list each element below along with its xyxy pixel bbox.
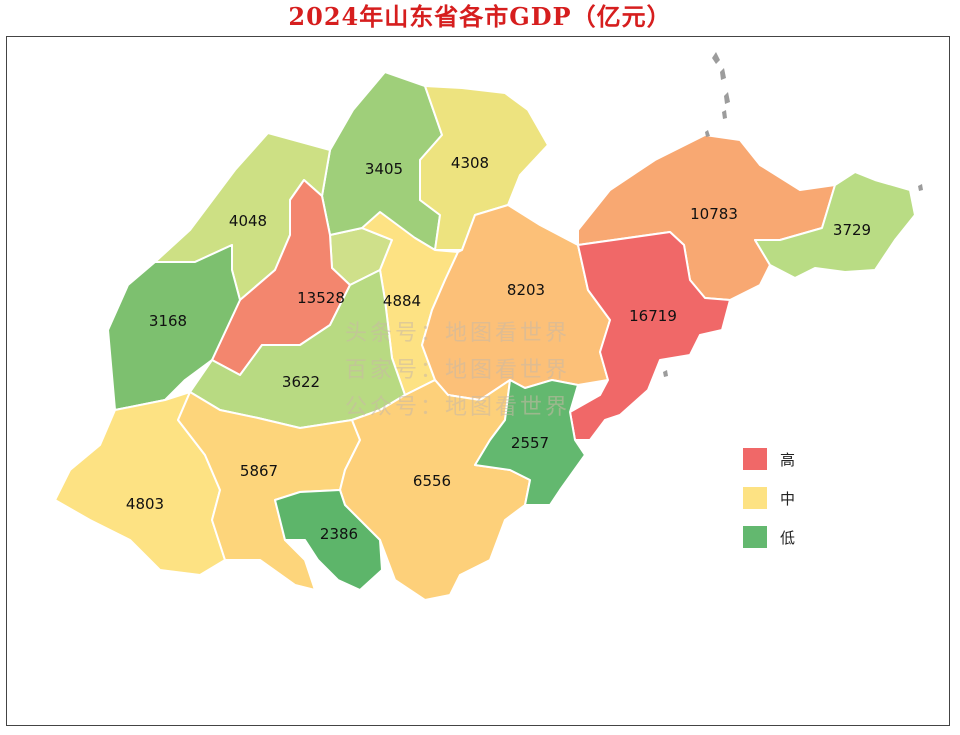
watermark-line-1: 头条号：地图看世界 bbox=[345, 321, 570, 346]
value-label-dezhou: 4048 bbox=[229, 212, 267, 230]
legend: 高 中 低 bbox=[743, 448, 795, 548]
value-label-zaozhuang: 2386 bbox=[320, 525, 358, 543]
value-label-rizhao: 2557 bbox=[511, 434, 549, 452]
region-rizhao[interactable] bbox=[474, 379, 586, 506]
legend-swatch-mid bbox=[743, 487, 767, 509]
value-label-jining: 5867 bbox=[240, 462, 278, 480]
value-label-qingdao: 16719 bbox=[629, 307, 677, 325]
legend-label-low: 低 bbox=[780, 529, 795, 547]
watermark-line-2: 百家号：地图看世界 bbox=[345, 358, 570, 383]
watermark: 头条号：地图看世界 百家号：地图看世界 公众号：地图看世界 bbox=[345, 321, 570, 420]
region-weihai[interactable] bbox=[754, 171, 916, 279]
value-label-liaocheng: 3168 bbox=[149, 312, 187, 330]
islands bbox=[663, 52, 923, 377]
legend-label-high: 高 bbox=[780, 451, 795, 469]
region-liaocheng[interactable] bbox=[107, 244, 241, 411]
value-label-yantai: 10783 bbox=[690, 205, 738, 223]
watermark-line-3: 公众号：地图看世界 bbox=[345, 395, 570, 420]
value-label-weihai: 3729 bbox=[833, 221, 871, 239]
value-label-binzhou: 3405 bbox=[365, 160, 403, 178]
value-label-linyi: 6556 bbox=[413, 472, 451, 490]
region-qingdao[interactable] bbox=[569, 231, 731, 441]
value-label-zibo: 4884 bbox=[383, 292, 421, 310]
region-zaozhuang[interactable] bbox=[274, 489, 383, 591]
legend-swatch-low bbox=[743, 526, 767, 548]
value-label-taian: 3622 bbox=[282, 373, 320, 391]
legend-swatch-high bbox=[743, 448, 767, 470]
value-label-weifang: 8203 bbox=[507, 281, 545, 299]
map-frame bbox=[6, 36, 950, 726]
legend-label-mid: 中 bbox=[780, 490, 795, 508]
map-title: 2024年山东省各市GDP（亿元） bbox=[288, 2, 672, 31]
value-label-jinan: 13528 bbox=[297, 289, 345, 307]
value-label-heze: 4803 bbox=[126, 495, 164, 513]
value-label-dongying: 4308 bbox=[451, 154, 489, 172]
